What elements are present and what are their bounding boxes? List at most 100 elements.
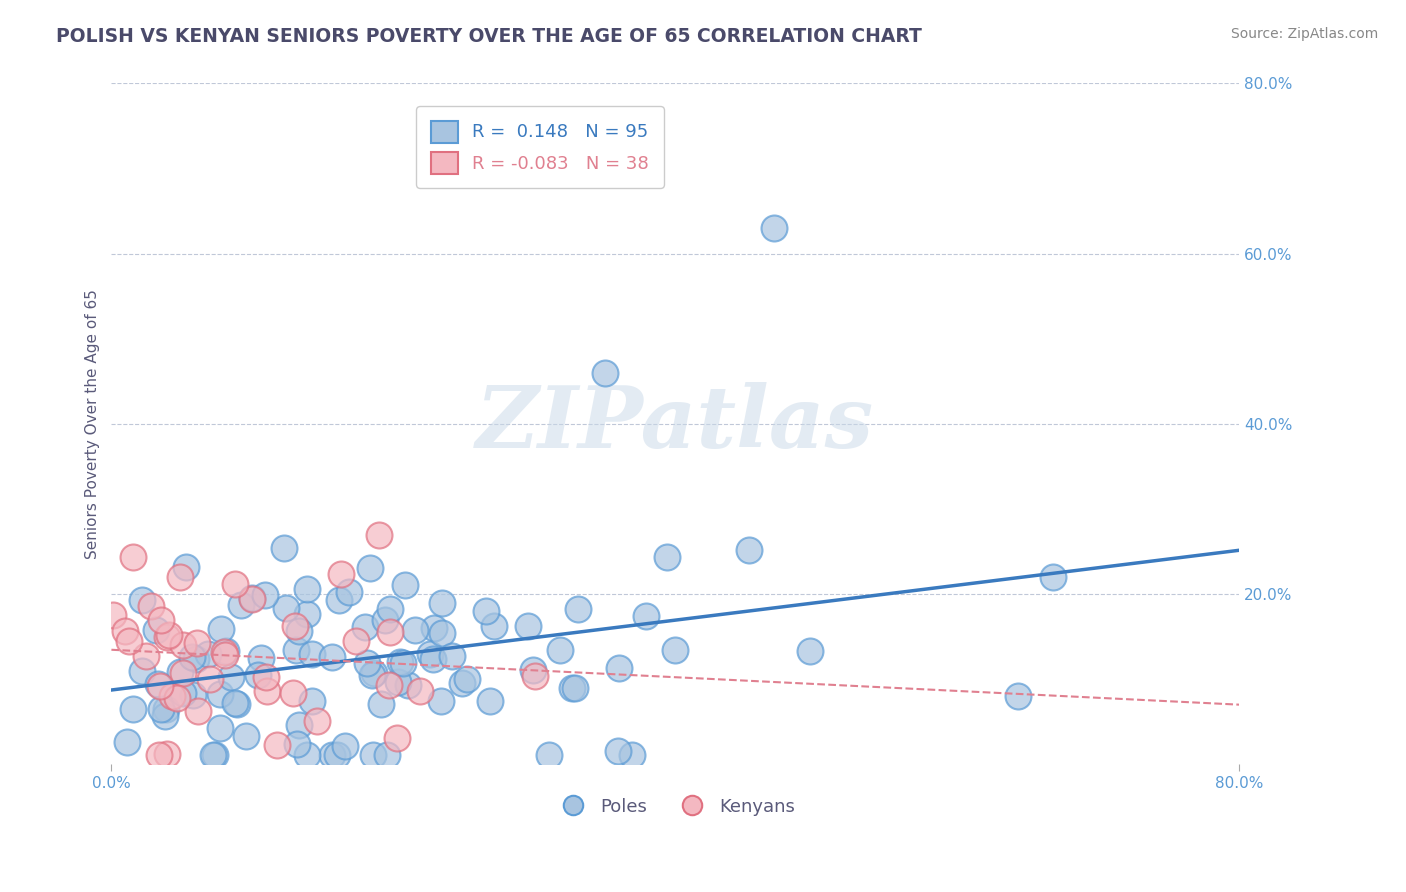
Poles [634, 608, 657, 623]
Kenyans [118, 633, 141, 648]
Kenyans [198, 672, 221, 686]
Poles [359, 561, 381, 575]
Poles [288, 717, 311, 731]
Kenyans [240, 591, 263, 606]
Poles [295, 607, 318, 621]
Text: Source: ZipAtlas.com: Source: ZipAtlas.com [1230, 27, 1378, 41]
Poles [548, 642, 571, 657]
Poles [209, 687, 232, 701]
Y-axis label: Seniors Poverty Over the Age of 65: Seniors Poverty Over the Age of 65 [86, 289, 100, 558]
Poles [326, 748, 349, 763]
Poles [328, 592, 350, 607]
Poles [564, 681, 586, 695]
Kenyans [169, 570, 191, 584]
Poles [363, 666, 385, 681]
Poles [197, 647, 219, 661]
Poles [301, 694, 323, 708]
Poles [419, 647, 441, 661]
Legend: Poles, Kenyans: Poles, Kenyans [548, 790, 803, 822]
Poles [378, 602, 401, 616]
Text: ZIPatlas: ZIPatlas [477, 382, 875, 466]
Poles [664, 642, 686, 657]
Poles [423, 621, 446, 635]
Poles [201, 748, 224, 763]
Kenyans [330, 566, 353, 581]
Kenyans [212, 645, 235, 659]
Kenyans [377, 678, 399, 692]
Kenyans [149, 679, 172, 693]
Kenyans [385, 731, 408, 746]
Poles [155, 702, 177, 716]
Kenyans [114, 624, 136, 639]
Poles [537, 748, 560, 763]
Poles [172, 686, 194, 700]
Poles [516, 619, 538, 633]
Kenyans [139, 599, 162, 614]
Poles [122, 702, 145, 716]
Poles [456, 672, 478, 686]
Poles [253, 588, 276, 602]
Kenyans [135, 648, 157, 663]
Kenyans [166, 690, 188, 705]
Kenyans [148, 748, 170, 763]
Poles [301, 647, 323, 661]
Kenyans [284, 619, 307, 633]
Poles [186, 652, 208, 666]
Poles [522, 663, 544, 677]
Poles [180, 650, 202, 665]
Poles [209, 622, 232, 636]
Poles [229, 599, 252, 613]
Poles [607, 661, 630, 675]
Poles [150, 702, 173, 716]
Poles [337, 584, 360, 599]
Poles [738, 542, 761, 557]
Poles [375, 748, 398, 763]
Poles [215, 643, 238, 657]
Poles [321, 748, 343, 763]
Poles [287, 624, 309, 638]
Poles [387, 674, 409, 689]
Poles [374, 613, 396, 627]
Poles [1007, 689, 1029, 703]
Poles [799, 644, 821, 658]
Poles [392, 656, 415, 670]
Poles [131, 593, 153, 607]
Poles [276, 601, 298, 615]
Poles [561, 681, 583, 695]
Poles [115, 735, 138, 749]
Kenyans [172, 638, 194, 652]
Poles [204, 748, 226, 763]
Kenyans [409, 684, 432, 698]
Poles [396, 678, 419, 692]
Poles [354, 620, 377, 634]
Kenyans [378, 624, 401, 639]
Poles [484, 619, 506, 633]
Poles [422, 652, 444, 666]
Poles [621, 748, 644, 763]
Kenyans [160, 690, 183, 704]
Poles [295, 748, 318, 763]
Poles [273, 541, 295, 556]
Poles [479, 693, 502, 707]
Poles [593, 366, 616, 380]
Poles [146, 677, 169, 691]
Poles [606, 744, 628, 758]
Kenyans [172, 666, 194, 681]
Kenyans [367, 528, 389, 542]
Poles [183, 689, 205, 703]
Kenyans [344, 634, 367, 648]
Kenyans [186, 704, 208, 718]
Kenyans [214, 648, 236, 662]
Poles [240, 591, 263, 605]
Kenyans [157, 627, 180, 641]
Text: POLISH VS KENYAN SENIORS POVERTY OVER THE AGE OF 65 CORRELATION CHART: POLISH VS KENYAN SENIORS POVERTY OVER TH… [56, 27, 922, 45]
Poles [363, 748, 385, 763]
Kenyans [523, 668, 546, 682]
Poles [131, 665, 153, 679]
Poles [155, 709, 177, 723]
Poles [333, 739, 356, 753]
Kenyans [254, 670, 277, 684]
Poles [145, 623, 167, 637]
Kenyans [150, 613, 173, 627]
Poles [250, 650, 273, 665]
